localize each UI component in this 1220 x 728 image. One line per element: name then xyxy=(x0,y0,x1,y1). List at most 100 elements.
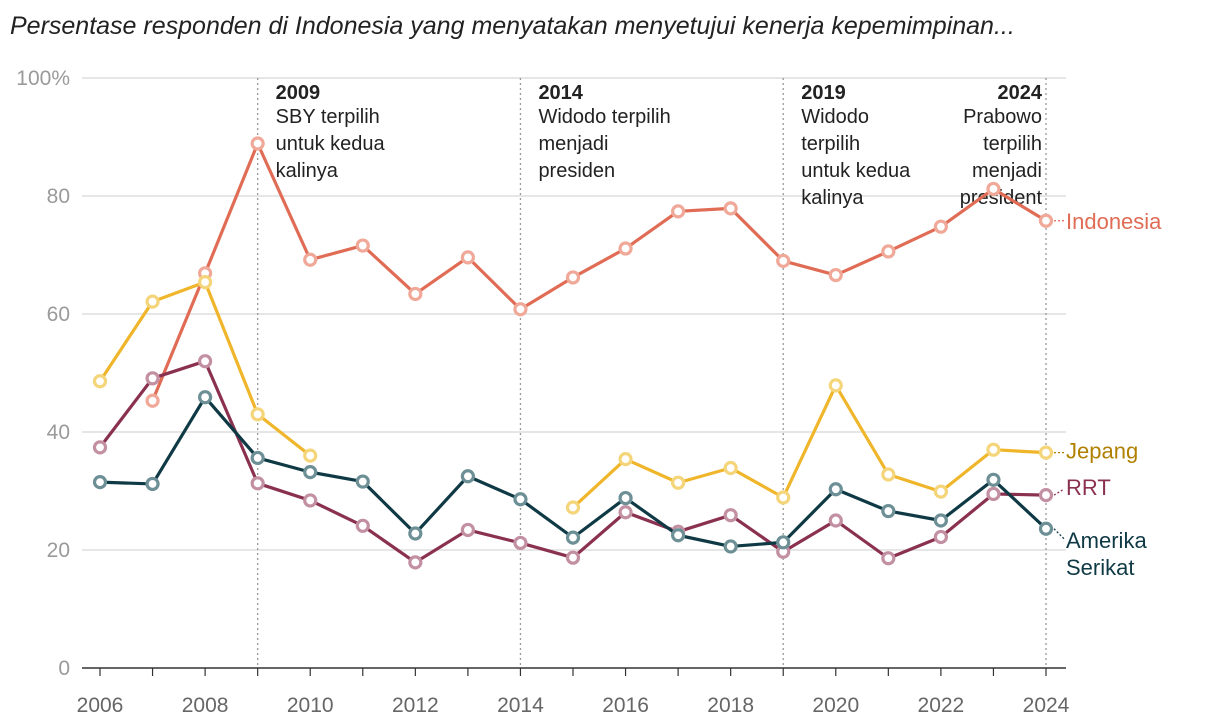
annotation-text-2014-0: Widodo terpilih xyxy=(538,106,670,128)
series-leader-rrt xyxy=(1053,488,1065,496)
data-point-jepang-2015 xyxy=(565,500,581,515)
y-tick-label-80: 80 xyxy=(47,185,70,208)
data-point-jepang-2009 xyxy=(250,407,265,422)
data-point-indonesia-2024 xyxy=(1038,213,1054,228)
data-point-amerika-serikat-2013 xyxy=(460,469,475,484)
y-tick-label-60: 60 xyxy=(47,303,70,326)
data-point-amerika-serikat-2020 xyxy=(828,482,843,497)
data-point-amerika-serikat-2008 xyxy=(198,390,213,405)
y-tick-label-40: 40 xyxy=(47,421,70,444)
data-point-indonesia-2019 xyxy=(776,253,791,268)
x-tick-label-2018: 2018 xyxy=(707,694,754,717)
data-point-indonesia-2009 xyxy=(250,136,265,151)
data-point-rrt-2023 xyxy=(986,486,1001,502)
data-point-amerika-serikat-2021 xyxy=(881,503,896,519)
data-point-jepang-2024 xyxy=(1038,445,1054,460)
data-point-indonesia-2021 xyxy=(881,244,896,259)
x-tick-label-2024: 2024 xyxy=(1023,694,1070,717)
annotation-text-2014-2: presiden xyxy=(538,160,615,182)
annotation-text-2009-0: SBY terpilih xyxy=(276,106,380,128)
data-point-amerika-serikat-2010 xyxy=(303,465,318,480)
x-tick-label-2008: 2008 xyxy=(182,694,229,717)
data-point-jepang-2017 xyxy=(671,475,686,490)
data-point-rrt-2010 xyxy=(303,493,318,508)
annotation-year-2014: 2014 xyxy=(538,82,583,104)
axes: 0 20 40 60 80 100% 2006 2008 2010 2012 2014 2016 201… xyxy=(16,67,1069,717)
y-tick-label-100: 100% xyxy=(16,67,70,90)
data-point-amerika-serikat-2017 xyxy=(671,528,686,543)
data-point-amerika-serikat-2012 xyxy=(408,526,423,541)
series-line-amerika-serikat-0 xyxy=(98,395,1048,549)
data-point-jepang-2022 xyxy=(933,484,948,499)
data-point-indonesia-2018 xyxy=(723,201,738,216)
series-label-jepang: Jepang xyxy=(1066,439,1138,464)
annotation-text-2019-2: untuk kedua xyxy=(801,160,911,182)
series-leader-amerika-serikat xyxy=(1053,528,1065,540)
data-point-jepang-2010 xyxy=(303,448,318,463)
data-point-amerika-serikat-2006 xyxy=(92,475,108,490)
annotation-year-2009: 2009 xyxy=(276,82,321,104)
data-point-jepang-2023 xyxy=(986,442,1001,457)
data-point-rrt-2014 xyxy=(513,535,528,551)
annotation-text-2024-3: president xyxy=(960,187,1043,209)
gridlines xyxy=(82,77,1066,551)
data-point-jepang-2018 xyxy=(723,460,738,476)
data-point-amerika-serikat-2024 xyxy=(1038,521,1054,536)
data-point-amerika-serikat-2023 xyxy=(986,472,1001,487)
data-point-indonesia-2022 xyxy=(933,219,948,234)
data-point-indonesia-2011 xyxy=(355,238,370,253)
annotation-text-2019-3: kalinya xyxy=(801,187,864,209)
annotation-year-2019: 2019 xyxy=(801,82,846,104)
data-point-indonesia-2016 xyxy=(618,241,633,256)
data-point-jepang-2019 xyxy=(776,490,791,505)
x-tick-label-2012: 2012 xyxy=(392,694,439,717)
data-point-amerika-serikat-2009 xyxy=(250,450,265,466)
x-tick-label-2016: 2016 xyxy=(602,694,649,717)
data-point-amerika-serikat-2011 xyxy=(355,474,370,489)
data-point-indonesia-2010 xyxy=(303,252,318,267)
annotation-text-2014-1: menjadi xyxy=(538,133,608,155)
data-point-rrt-2024 xyxy=(1038,488,1054,503)
series-label-indonesia: Indonesia xyxy=(1066,209,1162,234)
series-label-amerika-serikat-0: Amerika xyxy=(1066,528,1147,553)
data-point-amerika-serikat-2014 xyxy=(513,492,528,507)
data-point-rrt-2008 xyxy=(198,354,213,369)
data-point-jepang-2008 xyxy=(198,275,213,290)
data-point-jepang-2020 xyxy=(828,378,843,393)
data-point-jepang-2016 xyxy=(618,452,633,467)
data-point-rrt-2018 xyxy=(723,508,738,523)
data-point-amerika-serikat-2016 xyxy=(618,490,633,506)
data-point-amerika-serikat-2019 xyxy=(776,535,791,550)
x-tick-label-2010: 2010 xyxy=(287,694,334,717)
x-tick-label-2014: 2014 xyxy=(497,694,544,717)
data-point-rrt-2021 xyxy=(881,551,896,566)
y-tick-label-20: 20 xyxy=(47,539,70,562)
annotation-text-2009-1: untuk kedua xyxy=(276,133,386,155)
data-point-indonesia-2015 xyxy=(565,270,581,285)
series-line-jepang-1 xyxy=(571,383,1048,510)
data-point-rrt-2006 xyxy=(92,440,108,455)
data-point-indonesia-2012 xyxy=(408,286,423,302)
data-point-indonesia-2013 xyxy=(460,250,475,265)
data-point-indonesia-2014 xyxy=(513,302,528,317)
data-point-amerika-serikat-2022 xyxy=(933,513,948,528)
annotation-year-2024: 2024 xyxy=(998,82,1043,104)
data-point-rrt-2020 xyxy=(828,513,843,528)
series-line-jepang-0 xyxy=(98,280,312,458)
annotation-text-2019-0: Widodo xyxy=(801,106,869,128)
series-lines xyxy=(92,136,1054,570)
data-point-rrt-2016 xyxy=(618,505,633,520)
data-point-amerika-serikat-2015 xyxy=(565,530,581,545)
data-point-rrt-2007 xyxy=(145,371,160,386)
annotation-text-2009-2: kalinya xyxy=(276,160,339,182)
annotation-text-2024-2: menjadi xyxy=(972,160,1042,182)
annotation-text-2024-1: terpilih xyxy=(983,133,1042,155)
data-point-jepang-2006 xyxy=(92,374,108,389)
annotation-text-2024-0: Prabowo xyxy=(963,106,1042,128)
series-line-indonesia-0 xyxy=(150,141,1048,403)
x-tick-label-2006: 2006 xyxy=(77,694,124,717)
data-point-indonesia-2017 xyxy=(671,204,686,219)
x-tick-label-2020: 2020 xyxy=(812,694,859,717)
